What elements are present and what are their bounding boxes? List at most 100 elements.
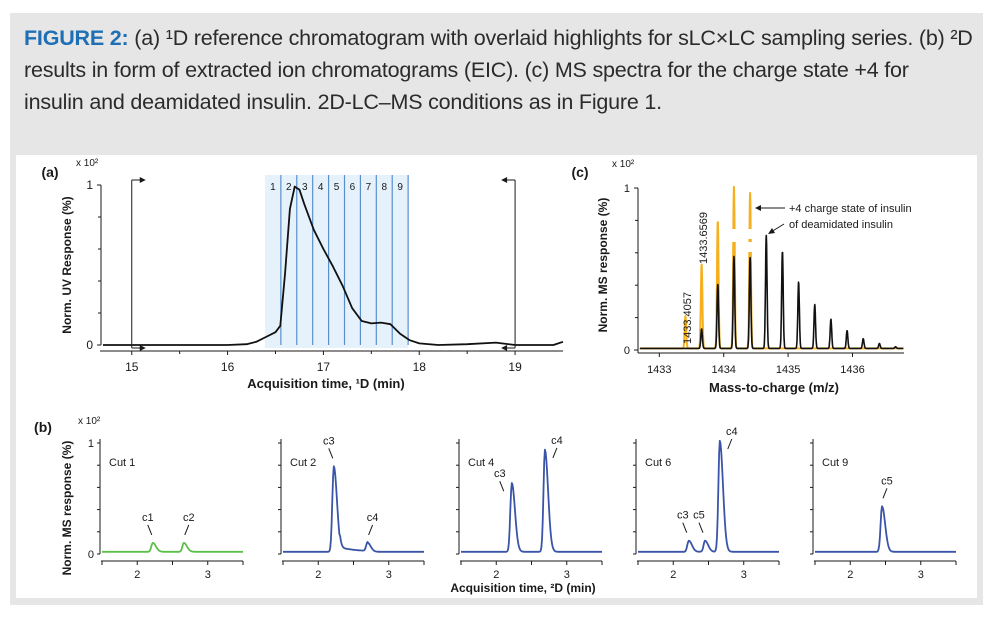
cut-band-label-7: 7 <box>366 182 372 193</box>
cut-band-label-9: 9 <box>397 182 403 193</box>
cut-band-label-3: 3 <box>302 182 308 193</box>
y-axis-title-a: Norm. UV Response (%) <box>60 196 74 333</box>
peak-gap <box>747 229 754 239</box>
cut-band-2 <box>280 175 297 348</box>
arrowhead-icon <box>139 177 146 183</box>
panel-label-b: (b) <box>34 419 52 435</box>
x-tick-label-b: 3 <box>918 569 924 581</box>
arrowhead-icon <box>768 228 775 234</box>
cut-band-1 <box>264 175 281 348</box>
x-tick-label-b: 2 <box>493 569 499 581</box>
y-tick-label-c: 1 <box>624 183 630 195</box>
x-tick-label-a: 17 <box>317 360 331 374</box>
cut-band-3 <box>296 175 313 348</box>
subplot-title-cut-2: Cut 2 <box>290 457 316 469</box>
peak-label-c4: c4 <box>551 435 563 447</box>
x-tick-label-c: 1433 <box>647 364 671 376</box>
peak-label-c3: c3 <box>323 435 335 447</box>
arrowhead-icon <box>755 205 761 211</box>
x-tick-label-c: 1434 <box>711 364 735 376</box>
peak-gap <box>747 242 754 252</box>
arrowhead-icon <box>139 345 146 351</box>
peak-label-c5: c5 <box>881 475 893 487</box>
figure-panel <box>16 155 977 598</box>
deamidated-spectrum-trace <box>639 234 904 350</box>
y-tick-label-c: 0 <box>624 345 630 357</box>
y-axis-title-c: Norm. MS response (%) <box>596 198 610 333</box>
y-tick-label-b: 0 <box>88 549 94 561</box>
annotation-insulin: +4 charge state of insulin <box>789 203 912 215</box>
cut-band-7 <box>360 175 377 348</box>
x-tick-label-a: 16 <box>221 360 235 374</box>
y-axis-title-b: Norm. MS response (%) <box>60 441 74 576</box>
scale-label-b: x 10² <box>78 416 101 427</box>
peak-label-c4: c4 <box>367 512 379 524</box>
cut-band-8 <box>376 175 393 348</box>
subplot-title-cut-9: Cut 9 <box>822 457 848 469</box>
peak-pointer <box>368 524 374 536</box>
x-tick-label-b: 2 <box>670 569 676 581</box>
eic-trace-cut-9 <box>814 505 957 553</box>
x-tick-label-b: 3 <box>741 569 747 581</box>
x-tick-label-c: 1435 <box>776 364 800 376</box>
x-tick-label-b: 3 <box>205 569 211 581</box>
subplot-title-cut-1: Cut 1 <box>109 457 135 469</box>
cut-band-label-6: 6 <box>350 182 356 193</box>
peak-label-c5: c5 <box>693 510 705 522</box>
y-tick-label-a: 1 <box>86 178 93 192</box>
peak-pointer <box>727 438 733 450</box>
peak-label-1433-6569: 1433.6569 <box>698 212 710 264</box>
y-tick-label-a: 0 <box>86 338 93 352</box>
cut-band-label-2: 2 <box>286 182 292 193</box>
x-tick-label-b: 2 <box>315 569 321 581</box>
uv-chromatogram-trace <box>103 185 564 346</box>
peak-gap <box>730 229 737 242</box>
peak-label-1433-4057: 1433.4057 <box>682 292 694 344</box>
panel-label-c: (c) <box>571 164 588 180</box>
peak-label-c3: c3 <box>494 468 506 480</box>
panel-label-a: (a) <box>41 164 58 180</box>
y-tick-label-b: 1 <box>88 438 94 450</box>
cut-band-6 <box>344 175 361 348</box>
cut-band-5 <box>328 175 345 348</box>
peak-label-c2: c2 <box>183 512 195 524</box>
scale-label-c: x 10² <box>612 159 635 170</box>
caption-text: (a) ¹D reference chromatogram with overl… <box>24 26 973 114</box>
peak-label-c3: c3 <box>677 510 689 522</box>
peak-pointer <box>882 488 888 499</box>
peak-label-c1: c1 <box>142 512 154 524</box>
subplot-title-cut-6: Cut 6 <box>645 457 671 469</box>
x-tick-label-b: 3 <box>564 569 570 581</box>
x-tick-label-b: 2 <box>134 569 140 581</box>
cut-band-9 <box>392 175 409 348</box>
eic-trace-cut-2 <box>282 465 425 553</box>
peak-pointer <box>682 522 688 533</box>
x-tick-label-b: 2 <box>847 569 853 581</box>
cut-band-label-8: 8 <box>381 182 387 193</box>
peak-pointer <box>698 522 704 533</box>
peak-pointer <box>184 524 190 536</box>
x-axis-title-b: Acquisition time, ²D (min) <box>450 581 595 595</box>
cut-band-4 <box>312 175 329 348</box>
eic-trace-cut-6 <box>637 439 780 553</box>
peak-label-c4: c4 <box>726 426 738 438</box>
eic-trace-cut-1 <box>101 542 244 553</box>
x-axis-title-c: Mass-to-charge (m/z) <box>709 380 839 395</box>
figure-label: FIGURE 2: <box>24 26 129 50</box>
arrowhead-icon <box>501 345 508 351</box>
subplot-title-cut-4: Cut 4 <box>468 457 494 469</box>
x-tick-label-a: 19 <box>508 360 522 374</box>
x-tick-label-c: 1436 <box>840 364 864 376</box>
peak-pointer <box>552 447 558 459</box>
arrowhead-icon <box>501 177 508 183</box>
scale-label-a: x 10² <box>76 158 99 169</box>
cut-band-label-1: 1 <box>270 182 276 193</box>
cut-band-label-4: 4 <box>318 182 324 193</box>
figure-caption: FIGURE 2: (a) ¹D reference chromatogram … <box>24 22 974 118</box>
peak-pointer <box>147 524 153 536</box>
x-axis-title-a: Acquisition time, ¹D (min) <box>247 376 404 391</box>
x-tick-label-b: 3 <box>386 569 392 581</box>
peak-pointer <box>499 480 505 492</box>
x-tick-label-a: 15 <box>125 360 139 374</box>
